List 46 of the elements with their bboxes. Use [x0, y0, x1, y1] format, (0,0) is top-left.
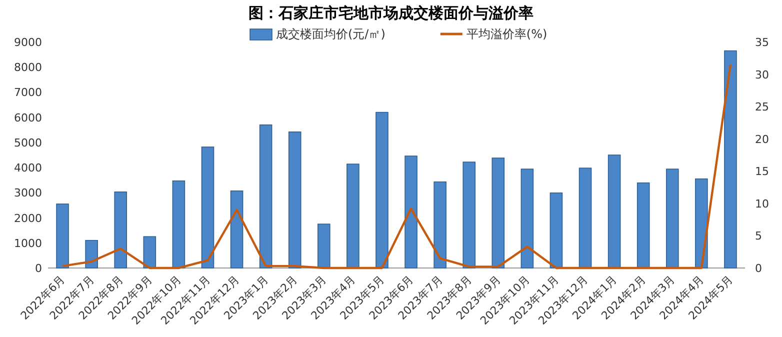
bar — [259, 124, 272, 268]
bar — [520, 168, 534, 268]
bar — [724, 50, 737, 268]
y2-tick-label: 15 — [755, 165, 769, 178]
bar — [143, 236, 156, 268]
bar — [230, 190, 244, 268]
y-tick-label: 9000 — [14, 36, 42, 49]
y-tick-label: 7000 — [14, 86, 42, 100]
bar — [317, 224, 330, 268]
bar — [462, 162, 476, 268]
y2-tick-label: 25 — [755, 100, 769, 114]
y-tick-label: 5000 — [14, 136, 42, 150]
bar — [434, 181, 446, 268]
bar — [376, 112, 388, 268]
y-tick-label: 1000 — [14, 236, 42, 250]
y2-tick-label: 0 — [755, 262, 762, 275]
y-tick-label: 2000 — [14, 212, 42, 225]
bar — [172, 180, 186, 268]
bar — [288, 132, 302, 268]
bar — [550, 192, 563, 268]
y2-tick-label: 20 — [755, 132, 769, 146]
bar — [201, 146, 214, 268]
y2-tick-label: 5 — [755, 230, 762, 243]
chart-title: 图：石家庄市宅地市场成交楼面价与溢价率 — [248, 4, 534, 22]
y2-tick-label: 30 — [755, 68, 769, 82]
bar — [56, 204, 69, 268]
bar — [578, 168, 592, 268]
y-tick-label: 6000 — [14, 111, 42, 124]
y-tick-label: 0 — [35, 262, 42, 275]
y2-tick-label: 35 — [755, 36, 769, 49]
line-series — [61, 63, 732, 270]
bar — [114, 192, 128, 268]
y-tick-label: 4000 — [14, 162, 42, 175]
bar — [404, 156, 418, 268]
bar — [346, 164, 360, 268]
bar — [492, 158, 505, 268]
bar — [85, 240, 98, 268]
y2-tick-label: 10 — [755, 197, 769, 210]
bar — [636, 182, 650, 268]
bar — [695, 178, 708, 268]
y-tick-label: 3000 — [14, 186, 42, 200]
y-tick-label: 8000 — [14, 61, 42, 74]
bar — [666, 168, 679, 268]
legend-label: 平均溢价率(%) — [466, 27, 548, 41]
bar — [608, 154, 621, 268]
legend-label: 成交楼面均价(元/㎡) — [276, 27, 386, 41]
